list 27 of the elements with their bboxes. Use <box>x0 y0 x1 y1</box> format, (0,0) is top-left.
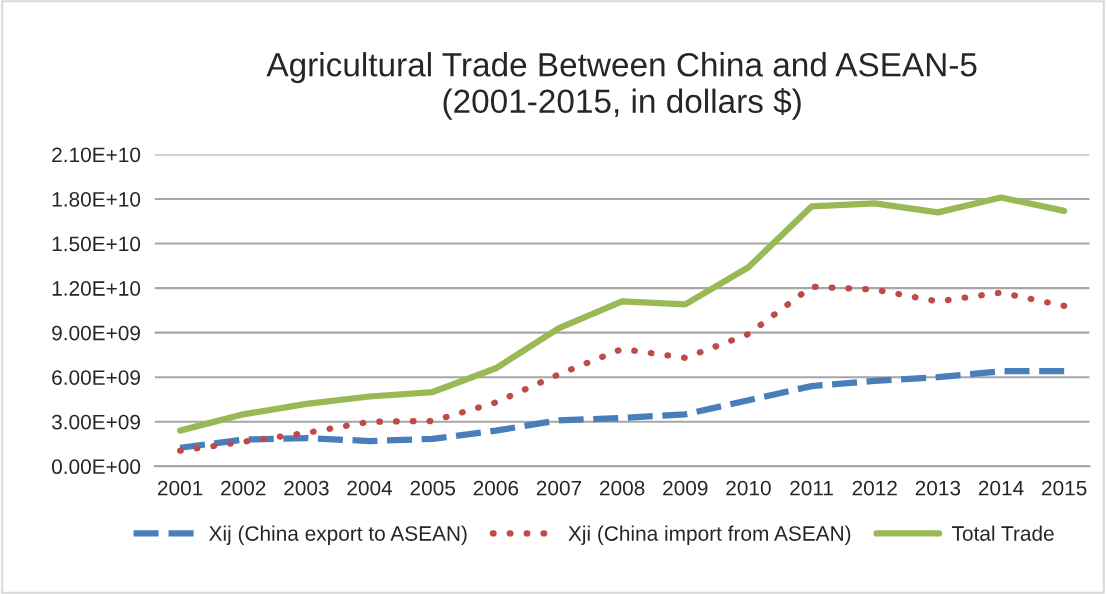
y-tick-label: 9.00E+09 <box>52 325 140 341</box>
y-tick-label: 6.00E+09 <box>52 370 140 385</box>
y-tick-label: 1.20E+10 <box>52 281 141 296</box>
y-tick-label: 3.00E+09 <box>51 414 140 430</box>
x-tick-label: 2014 <box>978 480 1024 496</box>
x-tick-label: 2011 <box>790 480 833 496</box>
x-tick-label: 2005 <box>410 480 455 496</box>
x-tick-label: 2006 <box>473 480 519 496</box>
x-tick-label: 2012 <box>852 480 897 496</box>
legend-label: Xji (China import from ASEAN) <box>568 525 851 545</box>
chart-title: Agricultural Trade Between China and ASEAN-5 (2001-2015, in dollars $) <box>266 52 977 120</box>
y-tick-label: 0.00E+00 <box>51 459 141 475</box>
x-tick-label: 2007 <box>536 480 582 496</box>
y-tick-label: 2.10E+10 <box>52 147 141 163</box>
x-tick-label: 2004 <box>347 480 393 496</box>
legend-label: Xij (China export to ASEAN) <box>209 525 467 545</box>
x-tick-label: 2010 <box>726 480 771 496</box>
x-tick-label: 2008 <box>600 480 645 496</box>
x-tick-label: 2009 <box>663 480 708 496</box>
y-tick-label: 1.80E+10 <box>52 191 141 207</box>
y-tick-label: 1.50E+10 <box>52 236 141 252</box>
x-tick-label: 2013 <box>915 480 961 496</box>
x-tick-label: 2003 <box>284 480 329 496</box>
x-tick-label: 2002 <box>221 480 266 496</box>
x-tick-label: 2015 <box>1042 480 1087 496</box>
legend-label: Total Trade <box>952 525 1054 541</box>
x-tick-label: 2001 <box>157 480 203 496</box>
